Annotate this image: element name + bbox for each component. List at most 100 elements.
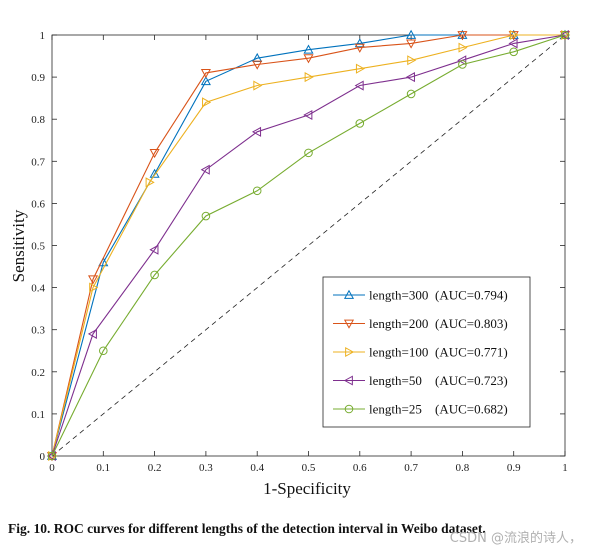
data-point <box>87 328 97 339</box>
data-point <box>354 80 364 91</box>
data-point <box>145 177 155 188</box>
x-axis-label: 1-Specificity <box>263 479 351 498</box>
data-point <box>560 30 570 40</box>
data-point <box>458 42 468 53</box>
data-point <box>457 31 468 41</box>
y-tick-label: 0.2 <box>31 367 45 379</box>
data-point <box>509 47 519 57</box>
series-line <box>51 34 566 457</box>
x-tick-label: 0.4 <box>250 462 264 474</box>
data-point <box>458 60 467 69</box>
series-5 <box>47 30 570 461</box>
data-point <box>253 80 263 91</box>
data-point <box>355 63 366 74</box>
data-point <box>251 126 262 137</box>
data-point <box>406 39 417 49</box>
roc-chart: 0 0.1 0.2 0.3 0.4 0.5 0.6 0.7 0.8 0.9 1 0 0.1 0.2 0.3 0… <box>9 29 571 498</box>
series-line <box>51 34 566 457</box>
legend-entry: length=300 (AUC=0.794) <box>333 288 508 303</box>
caption-text: ROC curves for different lengths of the … <box>53 521 486 536</box>
data-point <box>304 148 313 158</box>
data-point <box>87 275 99 285</box>
data-point <box>406 29 417 39</box>
legend-marker <box>344 404 354 414</box>
data-point <box>355 119 365 128</box>
series-4 <box>46 29 569 462</box>
legend-marker <box>343 319 355 329</box>
x-tick-label: 0.7 <box>404 462 418 474</box>
diagonal-line <box>51 34 566 457</box>
data-point <box>201 211 211 221</box>
legend-entry: length=200 (AUC=0.803) <box>333 316 508 331</box>
x-tick-label: 0.8 <box>456 462 470 474</box>
data-point <box>508 38 518 49</box>
data-point <box>150 270 159 280</box>
y-axis-label: Sensitivity <box>9 209 28 282</box>
data-point <box>252 60 263 70</box>
axes: 0 0.1 0.2 0.3 0.4 0.5 0.6 0.7 0.8 0.9 1 0 0.1 0.2 0.3 0… <box>31 30 568 474</box>
data-point <box>200 69 211 79</box>
x-tick-label: 0.5 <box>302 462 316 474</box>
series-line <box>51 34 565 457</box>
legend-auc: (AUC=0.682) <box>435 402 508 417</box>
legend-auc: (AUC=0.723) <box>435 373 508 388</box>
data-point <box>509 29 519 41</box>
legend-entry: length=25 (AUC=0.682) <box>333 402 508 417</box>
legend-label: length=100 <box>369 345 428 360</box>
figure-caption: Fig. 10. ROC curves for different length… <box>0 521 594 543</box>
y-tick-label: 0.7 <box>31 156 45 168</box>
data-point <box>354 38 365 48</box>
data-point <box>149 149 160 159</box>
x-tick-label: 0.6 <box>353 462 367 474</box>
legend-auc: (AUC=0.794) <box>435 288 508 303</box>
data-point <box>303 54 314 64</box>
x-tick-label: 1 <box>562 462 568 474</box>
watermark: CSDN @流浪的诗人， <box>449 531 582 546</box>
data-point <box>304 72 314 83</box>
legend-label: length=50 <box>369 373 422 388</box>
data-point <box>89 282 99 293</box>
data-point <box>202 97 212 108</box>
data-point <box>303 109 313 121</box>
legend: length=300 (AUC=0.794) length=200 (AUC=0.80… <box>322 276 531 428</box>
y-tick-label: 0.4 <box>31 283 45 295</box>
legend-marker <box>345 346 355 358</box>
x-tick-label: 0.9 <box>507 462 521 474</box>
data-point <box>200 76 211 86</box>
legend-entry: length=100 (AUC=0.771) <box>333 345 508 360</box>
data-point <box>149 168 160 178</box>
y-tick-label: 1 <box>40 30 46 42</box>
data-point <box>200 164 210 175</box>
y-tick-label: 0.9 <box>31 72 45 84</box>
data-point <box>99 346 108 356</box>
y-tick-label: 0 <box>40 451 46 463</box>
data-point <box>149 244 159 255</box>
x-tick-label: 0.1 <box>96 462 110 474</box>
data-point <box>354 43 365 53</box>
y-tick-label: 0.3 <box>31 325 45 337</box>
y-tick-label: 0.8 <box>31 114 45 126</box>
legend-auc: (AUC=0.803) <box>435 316 508 331</box>
x-tick-label: 0.3 <box>199 462 213 474</box>
data-point <box>407 55 417 66</box>
legend-entry: length=50 (AUC=0.723) <box>333 373 508 388</box>
caption-fig-label: Fig. 10. <box>8 521 51 536</box>
data-point <box>252 186 262 196</box>
y-tick-label: 0.1 <box>31 409 45 421</box>
data-point <box>457 55 467 66</box>
legend-label: length=25 <box>369 402 422 417</box>
legend-auc: (AUC=0.771) <box>435 345 508 360</box>
data-point <box>303 44 314 54</box>
y-tick-label: 0.6 <box>31 198 45 210</box>
data-point <box>405 72 415 83</box>
legend-label: length=200 <box>369 316 428 331</box>
x-tick-label: 0 <box>49 462 55 474</box>
diagonal-reference <box>51 34 566 457</box>
legend-marker <box>343 289 355 299</box>
data-point <box>406 89 416 99</box>
legend-label: length=300 <box>369 288 428 303</box>
series-layer <box>46 29 571 462</box>
legend-marker <box>343 375 353 386</box>
y-tick-label: 0.5 <box>31 241 45 253</box>
x-tick-label: 0.2 <box>148 462 162 474</box>
